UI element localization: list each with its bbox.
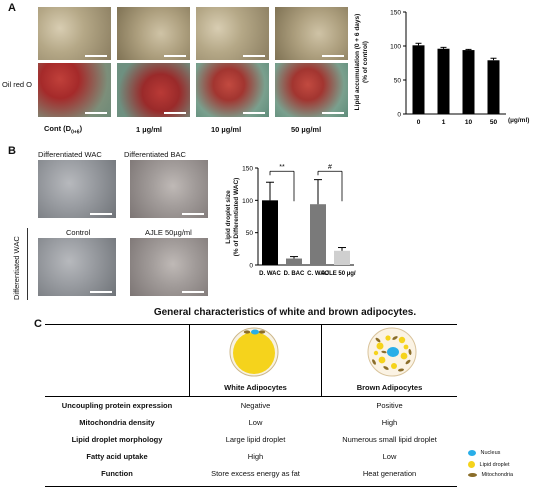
- table-cell-brown: High: [381, 418, 398, 427]
- micrograph-a-control-bf: [38, 7, 111, 60]
- table-cell-brown: Positive: [376, 401, 403, 410]
- chart-a-unit: (µg/ml): [508, 117, 530, 124]
- bar: [334, 250, 350, 265]
- panel-c-title: General characteristics of white and bro…: [153, 307, 417, 318]
- micrograph-a-control-orr: [38, 63, 111, 117]
- table-header-rule: [45, 396, 457, 397]
- white-adipocyte-illustration: [229, 327, 279, 377]
- panel-b-letter: B: [8, 145, 16, 157]
- x-tick-label: C. WAC: [307, 271, 329, 277]
- bar: [412, 45, 425, 114]
- x-tick-label: 1: [442, 119, 446, 126]
- white-adipocyte-lipid-droplet: [233, 332, 275, 374]
- bar: [437, 48, 450, 114]
- sig-bracket-2-label: #: [328, 164, 332, 171]
- table-cell-white: Large lipid droplet: [225, 435, 286, 444]
- legend-swatch-lipid: [468, 461, 475, 468]
- condition-label-10: 10 µg/ml: [211, 125, 242, 134]
- table-cell-brown: Heat generation: [362, 469, 417, 478]
- y-tick-label: 50: [394, 78, 402, 85]
- condition-label-1: 1 µg/ml: [136, 125, 162, 134]
- x-tick-label: 0: [417, 119, 421, 126]
- table-top-rule: [45, 324, 457, 325]
- micrograph-a-1-orr: [117, 63, 190, 117]
- legend-item-mitochondria: Mitochondria: [468, 472, 513, 483]
- table-cell-brown: Low: [382, 452, 397, 461]
- table-vert-rule-2: [321, 324, 322, 396]
- chart-a: 0 50 100 150 0 1 10 50: [390, 10, 506, 126]
- micrograph-b-ajle: [130, 238, 208, 296]
- img-label-dbac: Differentiated BAC: [124, 150, 186, 159]
- y-tick-label: 50: [246, 230, 254, 237]
- micrograph-a-10-orr: [196, 63, 269, 117]
- bar: [262, 200, 278, 265]
- legend-swatch-nucleus: [468, 450, 476, 456]
- y-tick-label: 100: [242, 198, 253, 205]
- side-bracket: [27, 228, 28, 300]
- condition-label-50: 50 µg/ml: [291, 125, 322, 134]
- table-cell-white: Store excess energy as fat: [211, 469, 300, 478]
- img-label-dwac: Differentiated WAC: [38, 150, 102, 159]
- y-tick-label: 0: [249, 263, 253, 270]
- table-vert-rule-1: [189, 324, 190, 396]
- legend-item-lipid: Lipid droplet: [468, 461, 513, 472]
- legend-label-mitochondria: Mitochondria: [481, 472, 514, 478]
- legend-label-nucleus: Nucleus: [480, 450, 501, 456]
- side-label-dwac: Differentiated WAC: [12, 236, 21, 300]
- table-row-label: Fatty acid uptake: [86, 452, 148, 461]
- legend-swatch-mitochondria: [468, 473, 477, 477]
- col-header-white: White Adipocytes: [224, 383, 287, 392]
- table-cell-white: High: [247, 452, 264, 461]
- panel-a-letter: A: [8, 2, 16, 14]
- micrograph-a-1-bf: [117, 7, 190, 60]
- micrograph-a-50-bf: [275, 7, 348, 60]
- y-tick-label: 150: [390, 10, 401, 17]
- chart-a-ylabel: Lipid accumulation (0 + 6 days) (% of con…: [354, 13, 369, 111]
- y-tick-label: 100: [390, 44, 401, 51]
- x-tick-label: 10: [465, 119, 473, 126]
- table-cell-white: Negative: [240, 401, 271, 410]
- x-tick-label: D. WAC: [259, 271, 281, 277]
- y-tick-label: 150: [242, 166, 253, 173]
- x-tick-label: D. BAC: [284, 271, 305, 277]
- table-row-label: Uncoupling protein expression: [61, 401, 173, 410]
- col-header-brown: Brown Adipocytes: [356, 383, 423, 392]
- panel-c-letter: C: [34, 318, 42, 330]
- img-label-ajle: AJLE 50µg/ml: [145, 228, 192, 237]
- img-label-control: Control: [66, 228, 91, 237]
- y-tick-label: 0: [397, 112, 401, 119]
- table-row-label: Mitochondria density: [79, 418, 155, 427]
- legend: Nucleus Lipid droplet Mitochondria: [468, 450, 513, 483]
- bar: [310, 204, 326, 265]
- bar: [487, 60, 500, 114]
- bar: [462, 50, 475, 114]
- micrograph-b-dbac: [130, 160, 208, 218]
- condition-label-control: Cont (D0+6): [44, 124, 83, 136]
- micrograph-a-50-orr: [275, 63, 348, 117]
- micrograph-a-10-bf: [196, 7, 269, 60]
- brown-adipocyte-illustration: [367, 327, 417, 377]
- sig-bracket-1-label: **: [279, 164, 285, 171]
- white-adipocyte-mitochondrion: [258, 330, 266, 334]
- table-row-label: Lipid droplet morphology: [71, 435, 163, 444]
- micrograph-b-control: [38, 238, 116, 296]
- legend-label-lipid: Lipid droplet: [479, 461, 510, 468]
- table-cell-brown: Numerous small lipid droplet: [342, 435, 437, 444]
- oil-red-o-label: Oil red O: [2, 80, 33, 89]
- legend-item-nucleus: Nucleus: [468, 450, 513, 461]
- x-tick-label: AJLE 50 µg/ml: [321, 271, 356, 277]
- brown-adipocyte-nucleus: [387, 347, 399, 357]
- table-row-label: Function: [101, 469, 133, 478]
- white-adipocyte-mitochondrion: [243, 330, 251, 334]
- table-cell-white: Low: [248, 418, 263, 427]
- white-adipocyte-nucleus: [251, 329, 259, 335]
- x-tick-label: 50: [490, 119, 498, 126]
- table-bottom-rule: [45, 486, 457, 487]
- bar: [286, 258, 302, 265]
- micrograph-b-dwac: [38, 160, 116, 218]
